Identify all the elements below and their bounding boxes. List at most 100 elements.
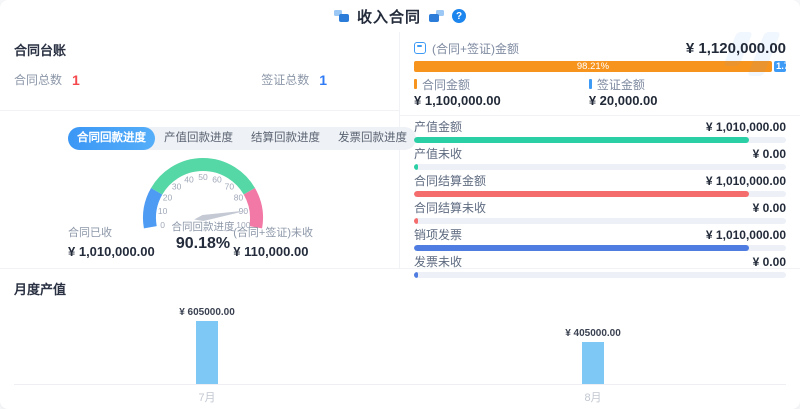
metric-value: ¥ 1,010,000.00 — [705, 174, 786, 188]
stat-label: 合同已收 — [68, 227, 112, 239]
received-stats: 合同已收 ¥ 1,010,000.00 (合同+签证)未收 ¥ 110,000.… — [68, 224, 313, 259]
metric-row-invoice-unreceived: 发票未收 ¥ 0.00 — [414, 251, 786, 278]
metric-row-settlement-unreceived: 合同结算未收 ¥ 0.00 — [414, 197, 786, 224]
main: 合同台账 合同总数 1 签证总数 1 合同回款进度 产值回款进度 结算回款进度 … — [0, 32, 800, 278]
ledger-stats: 合同总数 1 签证总数 1 — [14, 71, 385, 88]
header: 收入合同 ? — [0, 0, 800, 32]
bar-value-label: ¥ 605000.00 — [179, 307, 235, 318]
progress-tabs: 合同回款进度 产值回款进度 结算回款进度 发票回款进度 — [68, 127, 416, 150]
segment-percent-label: 98.21% — [576, 61, 610, 72]
x-tick-august: 8月 — [584, 392, 602, 404]
total-amount-value: ¥ 1,120,000.00 — [685, 39, 786, 57]
legend-marker — [588, 79, 592, 89]
amounts-panel: (合同+签证)金额 ¥ 1,120,000.00 98.21% 1.79% 合同… — [400, 32, 800, 278]
stat-label: 合同总数 — [14, 73, 63, 87]
monthly-output-section: 月度产值 ¥ 605000.00 ¥ 405000.00 7月 8月 — [0, 268, 800, 409]
help-icon[interactable]: ? — [452, 9, 466, 23]
legend-value: ¥ 20,000.00 — [588, 93, 658, 108]
stat-contract-received: 合同已收 ¥ 1,010,000.00 — [68, 224, 155, 259]
bar-value-label: ¥ 405000.00 — [565, 328, 621, 339]
stat-value: ¥ 110,000.00 — [233, 244, 309, 259]
stat-visa-total: 签证总数 1 — [261, 71, 327, 88]
stat-label: 签证总数 — [261, 73, 310, 87]
visa-amount-segment: 1.79% — [774, 61, 786, 72]
progress-fill — [414, 137, 750, 143]
metric-row-output-invoice: 销项发票 ¥ 1,010,000.00 — [414, 224, 786, 251]
metric-label: 产值金额 — [414, 120, 463, 134]
bar-column-july: ¥ 605000.00 — [14, 307, 400, 384]
progress-fill — [414, 218, 418, 224]
metric-value: ¥ 1,010,000.00 — [705, 120, 786, 134]
contract-ledger-panel: 合同台账 合同总数 1 签证总数 1 合同回款进度 产值回款进度 结算回款进度 … — [0, 32, 416, 268]
gauge-segment — [243, 188, 263, 229]
gauge-tick-label: 40 — [184, 174, 194, 184]
stat-label: (合同+签证)未收 — [233, 227, 313, 239]
metric-label: 发票未收 — [414, 255, 463, 269]
progress-fill — [414, 191, 750, 197]
metric-label: 销项发票 — [414, 228, 463, 242]
gauge-tick-label: 60 — [212, 174, 222, 184]
x-axis-labels: 7月 8月 — [14, 389, 786, 405]
gauge-segment — [143, 188, 163, 229]
tab-contract-progress[interactable]: 合同回款进度 — [68, 127, 155, 150]
gauge-tick-label: 100 — [236, 220, 250, 230]
gauge-wrap: 0 10 20 30 40 50 60 70 80 90 100 合同回款进度 90.18% — [14, 152, 385, 256]
contract-amount-segment: 98.21% — [414, 61, 772, 72]
progress-track — [414, 245, 786, 251]
legend-label: 合同金额 — [422, 77, 471, 92]
metric-value: ¥ 0.00 — [752, 201, 786, 215]
progress-fill — [414, 164, 418, 170]
x-tick-july: 7月 — [198, 392, 216, 404]
total-amount-row: (合同+签证)金额 ¥ 1,120,000.00 — [414, 39, 786, 57]
stat-unreceived: (合同+签证)未收 ¥ 110,000.00 — [233, 224, 313, 259]
gauge-tick-label: 30 — [172, 182, 182, 192]
legend-marker — [414, 79, 417, 89]
gauge-tick-label: 50 — [198, 172, 208, 182]
stat-value: 1 — [72, 71, 80, 88]
gauge-value: 90.18% — [176, 235, 230, 252]
tab-output-progress[interactable]: 产值回款进度 — [164, 132, 233, 144]
contract-visa-stacked-bar: 98.21% 1.79% — [414, 61, 786, 72]
metric-label: 合同结算金额 — [414, 174, 487, 188]
legend-visa-amount: 签证金额 ¥ 20,000.00 — [588, 77, 764, 108]
metric-row-output-amount: 产值金额 ¥ 1,010,000.00 — [414, 116, 786, 143]
metric-row-output-unreceived: 产值未收 ¥ 0.00 — [414, 143, 786, 170]
gauge-tick-label: 20 — [163, 193, 173, 203]
pages-icon — [333, 10, 349, 22]
metric-label: 合同结算未收 — [414, 201, 487, 215]
stat-contract-total: 合同总数 1 — [14, 71, 80, 88]
bar-column-august: ¥ 405000.00 — [400, 328, 786, 384]
tab-settlement-progress[interactable]: 结算回款进度 — [251, 132, 320, 144]
progress-track — [414, 218, 786, 224]
gauge-tick-label: 80 — [234, 193, 244, 203]
metric-value: ¥ 1,010,000.00 — [705, 228, 786, 242]
stat-value: 1 — [319, 71, 327, 88]
metric-label: 产值未收 — [414, 147, 463, 161]
progress-fill — [414, 272, 418, 278]
gauge-tick-label: 0 — [160, 220, 165, 230]
progress-fill — [414, 245, 750, 251]
bar-august — [582, 342, 604, 384]
progress-track — [414, 191, 786, 197]
progress-track — [414, 164, 786, 170]
gauge-tick-label: 10 — [158, 206, 168, 216]
metric-value: ¥ 0.00 — [752, 255, 786, 269]
legend-label: 签证金额 — [596, 77, 645, 92]
divider — [0, 110, 399, 111]
legend-contract-amount: 合同金额 ¥ 1,100,000.00 — [414, 78, 589, 108]
bar-july — [196, 321, 218, 384]
copy-icon — [429, 10, 444, 22]
document-icon — [414, 42, 426, 54]
legend-value: ¥ 1,100,000.00 — [414, 93, 501, 108]
gauge-segment — [151, 158, 255, 195]
legend: 合同金额 ¥ 1,100,000.00 签证金额 ¥ 20,000.00 — [414, 78, 786, 108]
tab-invoice-progress[interactable]: 发票回款进度 — [338, 132, 407, 144]
ledger-title: 合同台账 — [14, 43, 67, 58]
gauge-title: 合同回款进度 — [172, 220, 235, 233]
gauge-tick-label: 70 — [225, 182, 235, 192]
segment-percent-label: 1.79% — [776, 61, 786, 72]
metric-value: ¥ 0.00 — [752, 147, 786, 161]
divider — [400, 115, 800, 116]
